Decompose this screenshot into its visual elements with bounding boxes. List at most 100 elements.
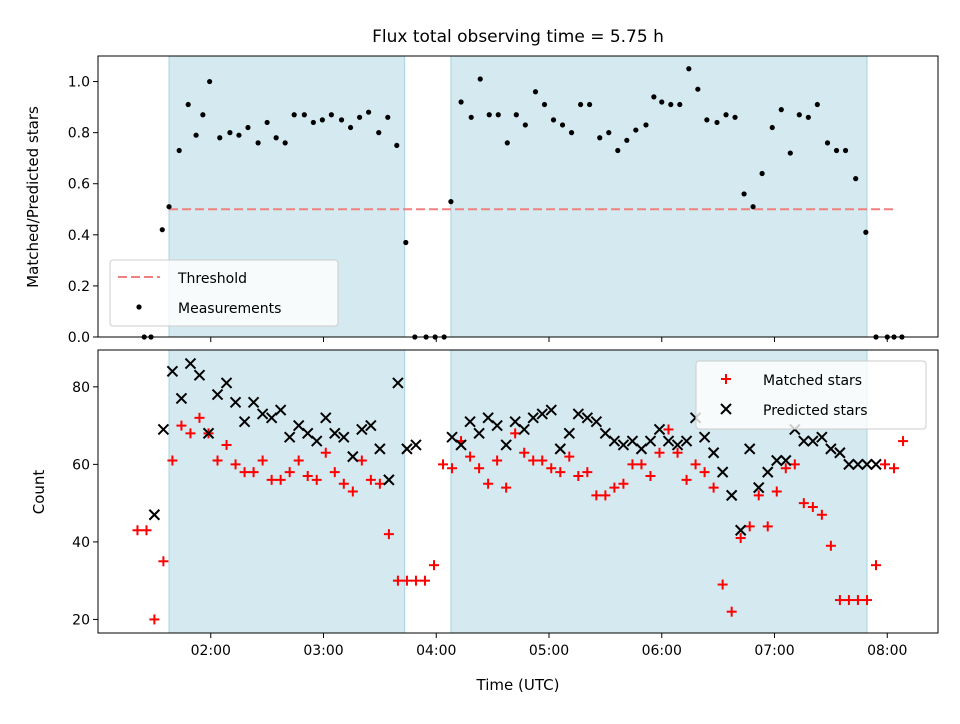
matched-stars-point bbox=[771, 486, 782, 497]
y-tick-label: 0.2 bbox=[68, 279, 90, 295]
measurements-point bbox=[577, 101, 584, 108]
measurements-point bbox=[301, 112, 307, 118]
matched-stars-point bbox=[654, 447, 665, 458]
predicted-stars-point-b bbox=[302, 427, 314, 440]
matched-stars-point bbox=[528, 455, 539, 466]
measurements-point bbox=[814, 101, 820, 108]
predicted-stars-point-b bbox=[211, 388, 224, 401]
matched-stars-point bbox=[465, 451, 476, 462]
matched-stars-point bbox=[132, 525, 143, 536]
predicted-stars-point bbox=[482, 412, 494, 424]
chart-title: Flux total observing time = 5.75 h bbox=[372, 27, 664, 47]
predicted-stars-point bbox=[329, 427, 341, 440]
measurements-point bbox=[659, 99, 665, 105]
predicted-stars-point bbox=[229, 396, 242, 409]
predicted-stars-point bbox=[383, 474, 395, 486]
predicted-stars-point bbox=[518, 423, 530, 436]
matched-stars-point bbox=[889, 463, 900, 474]
measurements-point bbox=[236, 132, 242, 138]
predicted-stars-point bbox=[807, 435, 819, 447]
measurements-point bbox=[185, 101, 191, 108]
predicted-stars-point bbox=[410, 439, 422, 451]
matched-stars-point bbox=[537, 455, 548, 466]
x-axis-label: Time (UTC) bbox=[476, 676, 560, 694]
predicted-stars-point-b bbox=[590, 416, 603, 428]
predicted-stars-point-b bbox=[311, 435, 323, 447]
matched-stars-point bbox=[185, 428, 196, 439]
matched-stars-point bbox=[266, 474, 277, 485]
matched-stars-point bbox=[861, 595, 872, 606]
matched-stars-point bbox=[807, 502, 818, 513]
x-tick-label: 06:00 bbox=[642, 643, 682, 659]
predicted-stars-point-b bbox=[473, 427, 485, 440]
matched-stars-point bbox=[762, 521, 773, 532]
measurements-point bbox=[356, 114, 363, 120]
predicted-stars-point bbox=[193, 369, 206, 381]
matched-stars-point bbox=[519, 447, 530, 458]
matched-stars-point bbox=[176, 420, 187, 431]
predicted-stars-point bbox=[283, 431, 296, 443]
matched-stars-point bbox=[816, 509, 827, 520]
measurements-point bbox=[833, 147, 840, 154]
predicted-stars-point-b bbox=[852, 458, 864, 471]
legend-predicted-swatch-b bbox=[720, 403, 732, 415]
matched-stars-point bbox=[374, 478, 385, 489]
matched-stars-point bbox=[329, 467, 340, 478]
matched-stars-point bbox=[141, 525, 152, 536]
predicted-stars-point bbox=[698, 431, 711, 443]
measurements-point bbox=[468, 114, 474, 120]
count-panel: 20 40 60 80 02:00 03:00 04:00 05:00 06:00 07:00 0… bbox=[30, 349, 939, 659]
matched-stars-point bbox=[401, 575, 412, 586]
matched-stars-point bbox=[735, 533, 746, 544]
predicted-stars-point-b bbox=[662, 435, 675, 447]
predicted-stars-point bbox=[356, 423, 368, 436]
predicted-stars-point bbox=[347, 450, 359, 463]
predicted-stars-point bbox=[653, 423, 666, 436]
predicted-stars-point bbox=[608, 435, 621, 447]
measurements-point bbox=[200, 112, 206, 118]
measurements-point bbox=[805, 114, 811, 120]
predicted-stars-point bbox=[446, 431, 458, 443]
matched-stars-point bbox=[347, 486, 358, 497]
measurements-point bbox=[255, 140, 261, 146]
measurements-point bbox=[778, 107, 784, 113]
legend-threshold-label: Threshold bbox=[177, 271, 247, 287]
measurements-point bbox=[723, 112, 729, 118]
predicted-stars-point bbox=[256, 408, 269, 420]
predicted-stars-point-b bbox=[780, 454, 792, 467]
measurements-point bbox=[477, 76, 483, 82]
measurements-point bbox=[824, 140, 831, 146]
measurements-point bbox=[643, 122, 649, 128]
measurements-point bbox=[597, 135, 603, 141]
predicted-stars-point bbox=[311, 435, 323, 447]
ratio-panel: 0.0 0.2 0.4 0.6 0.8 1.0 Matched/Predicted sta… bbox=[24, 55, 939, 346]
predicted-stars-point-b bbox=[256, 408, 269, 420]
matched-stars-point bbox=[158, 556, 169, 567]
matched-stars-point bbox=[275, 474, 286, 485]
predicted-stars-point bbox=[771, 454, 783, 467]
predicted-stars-point-b bbox=[446, 431, 458, 443]
count-y-axis-label: Count bbox=[30, 470, 48, 515]
ratio-plot-frame bbox=[97, 55, 939, 338]
predicted-stars-point-b bbox=[283, 431, 296, 443]
predicted-stars-point-b bbox=[635, 443, 648, 455]
predicted-stars-point bbox=[509, 416, 521, 428]
predicted-stars-point-b bbox=[572, 408, 585, 420]
matched-stars-point bbox=[690, 459, 701, 470]
predicted-stars-point-b bbox=[193, 369, 206, 381]
measurements-point bbox=[217, 135, 223, 141]
measurements-point bbox=[245, 124, 251, 131]
measurements-point bbox=[769, 124, 775, 131]
legend-measurements-swatch bbox=[136, 304, 142, 310]
measurements-point bbox=[532, 89, 539, 95]
predicted-stars-point-b bbox=[220, 377, 233, 389]
predicted-stars-point bbox=[464, 416, 476, 428]
measurements-point bbox=[513, 112, 519, 118]
matched-stars-point bbox=[672, 447, 683, 458]
predicted-stars-point-b bbox=[464, 416, 476, 428]
predicted-stars-point bbox=[211, 388, 224, 401]
measurements-point bbox=[347, 124, 354, 131]
measurements-point bbox=[176, 147, 182, 154]
predicted-stars-point bbox=[644, 435, 657, 447]
measurements-point bbox=[651, 94, 657, 100]
